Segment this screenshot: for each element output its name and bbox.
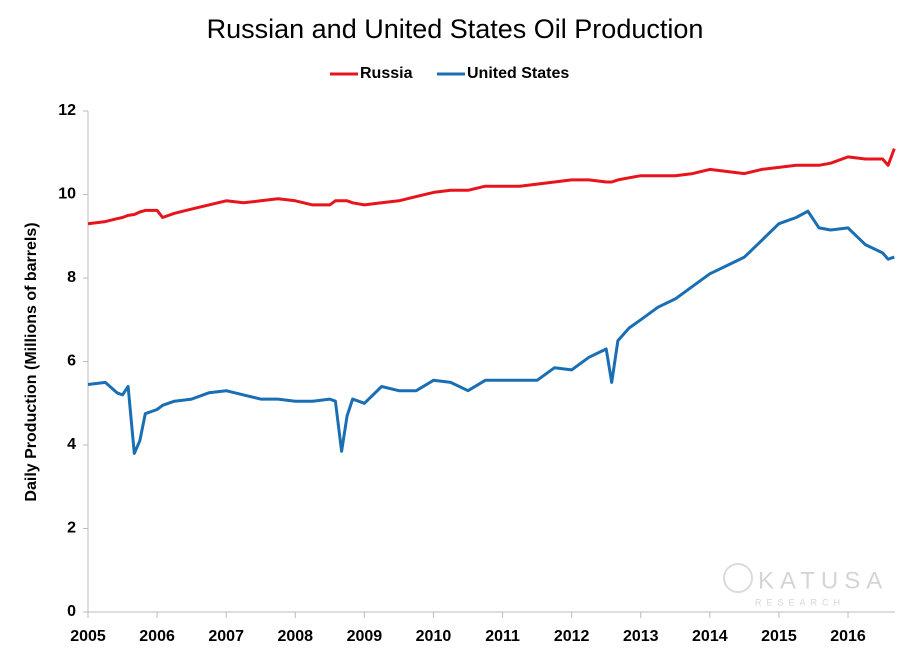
x-tick-label: 2012: [554, 628, 590, 645]
y-tick-label: 0: [67, 603, 76, 620]
x-tick-label: 2007: [208, 628, 244, 645]
legend-label: Russia: [360, 65, 413, 82]
legend-label: United States: [467, 65, 569, 82]
x-tick-label: 2005: [70, 628, 106, 645]
x-tick-label: 2015: [761, 628, 797, 645]
x-tick-label: 2011: [485, 628, 520, 645]
y-tick-label: 4: [67, 436, 76, 453]
watermark-icon: [723, 563, 753, 593]
x-tick-label: 2008: [277, 628, 313, 645]
x-tick-label: 2006: [139, 628, 175, 645]
x-tick-label: 2016: [830, 628, 866, 645]
series-line: [87, 209, 895, 455]
watermark: KATUSA RESEARCH: [723, 563, 888, 607]
y-tick-label: 12: [58, 102, 76, 119]
watermark-subtitle: RESEARCH: [755, 597, 845, 607]
x-tick-label: 2013: [623, 628, 659, 645]
watermark-name: KATUSA: [758, 567, 888, 594]
series-line: [87, 148, 896, 226]
chart-title: Russian and United States Oil Production: [207, 14, 704, 44]
x-tick-label: 2009: [347, 628, 383, 645]
y-tick-label: 6: [67, 353, 76, 370]
y-tick-label: 10: [58, 186, 76, 203]
y-axis-label: Daily Production (Millions of barrels): [23, 222, 40, 501]
x-tick-label: 2014: [692, 628, 728, 645]
y-tick-label: 8: [67, 269, 76, 286]
y-tick-label: 2: [67, 520, 76, 537]
x-tick-label: 2010: [416, 628, 452, 645]
